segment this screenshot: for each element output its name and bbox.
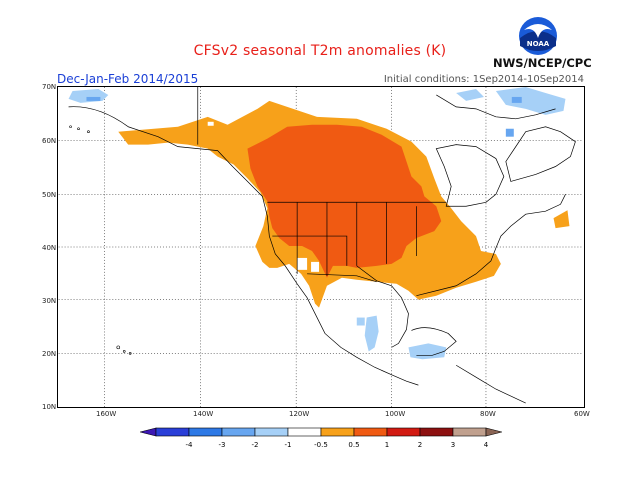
lat-label: 10N xyxy=(42,403,57,411)
lon-label: 160W xyxy=(96,410,117,418)
lon-label: 100W xyxy=(385,410,406,418)
colorbar-cell xyxy=(353,427,388,437)
agency-label: NWS/NCEP/CPC xyxy=(493,56,592,70)
colorbar-label: -4 xyxy=(186,441,194,449)
colorbar-label: -1 xyxy=(285,441,292,449)
colorbar: -4 -3 -2 -1 -0.5 0.5 1 2 3 4 xyxy=(140,427,502,449)
colorbar-label: 2 xyxy=(418,441,422,449)
colorbar-cell xyxy=(320,427,355,437)
colorbar-cell xyxy=(221,427,256,437)
colorbar-cell xyxy=(386,427,421,437)
anomaly-red xyxy=(247,124,442,278)
anomaly-neutral xyxy=(207,121,320,272)
lon-label: 80W xyxy=(480,410,496,418)
colorbar-cell xyxy=(419,427,454,437)
logo-text: NOAA xyxy=(527,40,550,48)
map-title: CFSv2 seasonal T2m anomalies (K) xyxy=(193,43,447,59)
lat-label: 40N xyxy=(42,244,57,252)
initial-conditions: Initial conditions: 1Sep2014-10Sep2014 xyxy=(383,74,584,85)
colorbar-cell xyxy=(452,427,487,437)
lat-label: 70N xyxy=(42,83,57,91)
colorbar-label: 4 xyxy=(484,441,489,449)
colorbar-cell xyxy=(155,427,190,437)
colorbar-cell xyxy=(287,427,322,437)
lon-label: 140W xyxy=(193,410,214,418)
colorbar-label: -2 xyxy=(252,441,259,449)
colorbar-label: 1 xyxy=(385,441,389,449)
lon-label: 60W xyxy=(574,410,590,418)
colorbar-arrow-right xyxy=(485,427,502,437)
colorbar-label: -0.5 xyxy=(314,441,328,449)
coastlines xyxy=(68,87,576,404)
colorbar-cell xyxy=(254,427,289,437)
anomaly-map xyxy=(57,86,585,408)
colorbar-label: -3 xyxy=(219,441,226,449)
lat-label: 60N xyxy=(42,137,57,145)
colorbar-label: 0.5 xyxy=(348,441,359,449)
islands xyxy=(69,125,132,355)
forecast-period: Dec-Jan-Feb 2014/2015 xyxy=(57,72,199,86)
lat-label: 30N xyxy=(42,297,57,305)
lat-label: 20N xyxy=(42,350,57,358)
colorbar-label: 3 xyxy=(451,441,455,449)
noaa-logo-icon: NOAA xyxy=(519,17,557,55)
colorbar-arrow-left xyxy=(140,427,157,437)
lon-label: 120W xyxy=(289,410,310,418)
anomaly-blue xyxy=(86,96,522,137)
lat-label: 50N xyxy=(42,191,57,199)
colorbar-cell xyxy=(188,427,223,437)
